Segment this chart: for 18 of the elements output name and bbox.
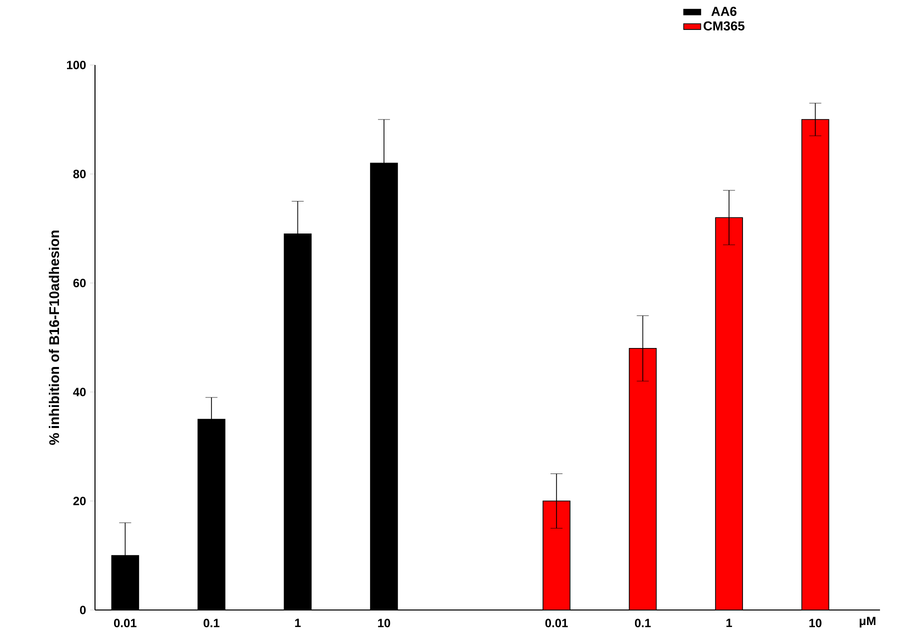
- x-tick-label: 10: [378, 618, 390, 628]
- x-tick-label: 0.1: [634, 618, 651, 628]
- x-tick-label: 1: [726, 618, 732, 628]
- legend-label: AA6: [711, 6, 736, 16]
- x-tick-label: 0.01: [114, 618, 136, 628]
- legend-label: CM365: [704, 21, 744, 31]
- x-tick-label: 0.01: [545, 618, 568, 628]
- y-tick-label: 60: [73, 278, 86, 288]
- x-axis-title: μM: [860, 616, 876, 628]
- x-tick-label: 0.1: [204, 618, 220, 628]
- y-tick-label: 0: [80, 606, 86, 614]
- y-tick-label: 20: [73, 496, 86, 506]
- y-tick-label: 100: [67, 60, 86, 70]
- y-tick-label: 80: [73, 170, 86, 178]
- x-tick-label: 10: [809, 618, 822, 628]
- x-tick-label: 1: [295, 618, 301, 628]
- y-axis-title: % inhibition of B16-F10adhesion: [48, 230, 60, 445]
- y-tick-label: 40: [73, 388, 86, 396]
